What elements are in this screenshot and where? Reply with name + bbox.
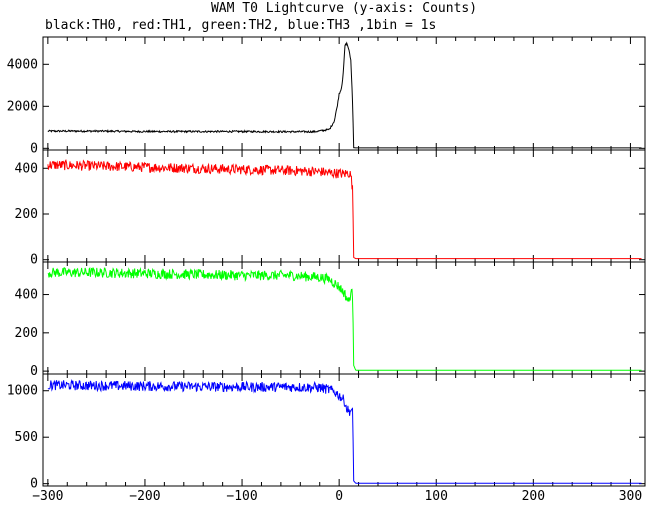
series-line-th2: [47, 266, 642, 371]
y-tick-label: 400: [15, 288, 38, 303]
x-tick-label: 0: [335, 489, 343, 504]
panel-th0: 0 2000 4000: [7, 36, 646, 156]
panel-frame: [42, 261, 646, 375]
panel-frame: [42, 373, 646, 487]
x-tick-label: −100: [226, 489, 257, 504]
x-tick-label: −300: [32, 489, 63, 504]
chart-title: WAM T0 Lightcurve (y-axis: Counts): [211, 1, 477, 16]
series-line-th1: [47, 159, 642, 260]
series-line-th0: [47, 41, 642, 149]
panel-th1: 0 200 400: [15, 149, 646, 268]
x-tick-label: 300: [619, 489, 642, 504]
y-tick-label: 0: [30, 364, 38, 379]
y-tick-label: 1000: [7, 384, 38, 399]
y-tick-label: 0: [30, 141, 38, 156]
series-line-th3: [47, 379, 642, 484]
panel-frame: [42, 149, 646, 263]
x-axis-labels: −300 −200 −100 0 100 200 300: [32, 489, 642, 504]
y-tick-label: 400: [15, 161, 38, 176]
y-tick-label: 200: [15, 207, 38, 222]
x-tick-label: 200: [522, 489, 545, 504]
panel-th3: 0 500 1000: [7, 373, 646, 492]
y-tick-label: 500: [15, 430, 38, 445]
chart-subtitle: black:TH0, red:TH1, green:TH2, blue:TH3 …: [45, 18, 436, 33]
y-tick-label: 4000: [7, 57, 38, 72]
x-tick-label: 100: [424, 489, 447, 504]
y-tick-label: 200: [15, 326, 38, 341]
y-tick-label: 2000: [7, 99, 38, 114]
y-tick-label: 0: [30, 477, 38, 492]
y-tick-label: 0: [30, 253, 38, 268]
panel-th2: 0 200 400: [15, 261, 646, 379]
x-tick-label: −200: [129, 489, 160, 504]
